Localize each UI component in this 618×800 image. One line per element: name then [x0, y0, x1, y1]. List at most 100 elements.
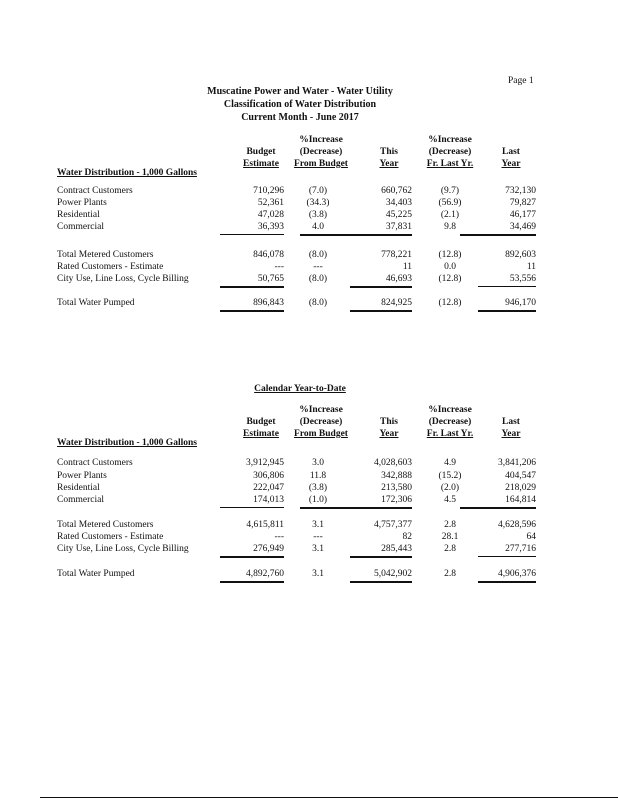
rule-line: [220, 286, 284, 288]
ytd-heading: Calendar Year-to-Date: [254, 384, 346, 394]
last-year-cell: 892,603: [505, 250, 536, 260]
budget-estimate-cell: 222,047: [253, 483, 284, 493]
row-label: Contract Customers: [57, 186, 133, 196]
row-label: Commercial: [57, 222, 104, 232]
pct-from-budget-cell: 4.0: [312, 222, 324, 232]
pct-from-last-year-cell: (12.8): [438, 298, 462, 308]
rule-line: [350, 286, 412, 288]
pct-from-last-year-cell: (9.7): [440, 186, 460, 196]
column-header-last-year: Last: [502, 417, 520, 427]
last-year-cell: 53,556: [509, 274, 536, 284]
last-year-cell: 4,628,596: [498, 520, 536, 530]
column-header-budget: Estimate: [243, 159, 279, 169]
this-year-cell: 342,888: [381, 471, 412, 481]
column-header-budget: Budget: [246, 147, 276, 157]
pct-from-last-year-cell: (12.8): [438, 274, 462, 284]
column-header-last-year: Year: [501, 159, 521, 169]
budget-estimate-cell: 52,361: [257, 198, 284, 208]
row-label: Power Plants: [57, 198, 107, 208]
pct-from-last-year-cell: 2.8: [444, 544, 456, 554]
pct-from-last-year-cell: (12.8): [438, 250, 462, 260]
pct-from-budget-cell: (8.0): [308, 298, 328, 308]
column-header-budget: Estimate: [243, 429, 279, 439]
pct-from-budget-cell: 11.8: [309, 471, 327, 481]
column-header-pct-last: %Increase: [428, 135, 472, 145]
column-header-pct-budget: %Increase: [299, 405, 343, 415]
rule-line: [460, 234, 536, 236]
budget-estimate-cell: 4,892,760: [246, 569, 284, 579]
pct-from-last-year-cell: 28.1: [441, 532, 459, 542]
row-label: Residential: [57, 210, 100, 220]
column-header-pct-last: Fr. Last Yr.: [426, 159, 474, 169]
column-header-pct-budget: (Decrease): [299, 147, 343, 157]
column-header-pct-last: (Decrease): [428, 147, 472, 157]
pct-from-budget-cell: ---: [313, 262, 323, 272]
budget-estimate-cell: 47,028: [257, 210, 284, 220]
last-year-cell: 64: [526, 532, 537, 542]
row-label: Rated Customers - Estimate: [57, 262, 164, 272]
pct-from-budget-cell: (3.8): [308, 210, 328, 220]
column-header-pct-last: Fr. Last Yr.: [426, 429, 474, 439]
last-year-cell: 46,177: [509, 210, 536, 220]
row-label: Total Water Pumped: [57, 569, 135, 579]
row-label: Commercial: [57, 495, 104, 505]
this-year-cell: 824,925: [381, 298, 412, 308]
rule-line: [220, 581, 284, 583]
rule-line: [460, 507, 536, 509]
last-year-cell: 164,814: [505, 495, 536, 505]
column-header-this-year: Year: [379, 159, 399, 169]
page-number: Page 1: [508, 76, 534, 86]
pct-from-last-year-cell: (15.2): [438, 471, 462, 481]
budget-estimate-cell: ---: [274, 532, 285, 542]
this-year-cell: 5,042,902: [374, 569, 412, 579]
last-year-cell: 946,170: [505, 298, 536, 308]
rule-line: [220, 556, 284, 558]
pct-from-last-year-cell: 2.8: [444, 569, 456, 579]
this-year-cell: 45,225: [385, 210, 412, 220]
rule-line: [478, 310, 536, 312]
rule-line: [478, 581, 536, 583]
budget-estimate-cell: 4,615,811: [246, 520, 284, 530]
rule-line: [478, 286, 536, 287]
column-header-last-year: Year: [501, 429, 521, 439]
last-year-cell: 34,469: [509, 222, 536, 232]
pct-from-last-year-cell: 0.0: [444, 262, 456, 272]
rule-line: [220, 234, 284, 235]
row-label: Power Plants: [57, 471, 107, 481]
pct-from-budget-cell: 3.1: [312, 544, 324, 554]
budget-estimate-cell: 276,949: [253, 544, 284, 554]
column-header-pct-budget: (Decrease): [299, 417, 343, 427]
last-year-cell: 732,130: [505, 186, 536, 196]
this-year-cell: 285,443: [381, 544, 412, 554]
pct-from-budget-cell: (7.0): [308, 186, 328, 196]
column-header-pct-last: (Decrease): [428, 417, 472, 427]
rule-line: [300, 234, 412, 236]
column-header-budget: Budget: [246, 417, 276, 427]
page-bottom-edge: [40, 797, 618, 798]
section-label: Water Distribution - 1,000 Gallons: [57, 168, 197, 178]
pct-from-budget-cell: (3.8): [308, 483, 328, 493]
pct-from-budget-cell: (8.0): [308, 274, 328, 284]
row-label: City Use, Line Loss, Cycle Billing: [57, 544, 189, 554]
pct-from-last-year-cell: (56.9): [438, 198, 462, 208]
this-year-cell: 4,028,603: [374, 458, 412, 468]
column-header-pct-budget: %Increase: [299, 135, 343, 145]
pct-from-last-year-cell: (2.1): [440, 210, 460, 220]
pct-from-budget-cell: ---: [313, 532, 323, 542]
budget-estimate-cell: ---: [274, 262, 285, 272]
this-year-cell: 34,403: [385, 198, 412, 208]
last-year-cell: 79,827: [509, 198, 536, 208]
last-year-cell: 218,029: [505, 483, 536, 493]
row-label: Residential: [57, 483, 100, 493]
rule-line: [300, 507, 412, 509]
pct-from-budget-cell: (8.0): [308, 250, 328, 260]
row-label: Rated Customers - Estimate: [57, 532, 164, 542]
pct-from-last-year-cell: 4.5: [444, 495, 456, 505]
column-header-this-year: This: [380, 417, 398, 427]
column-header-this-year: Year: [379, 429, 399, 439]
budget-estimate-cell: 50,765: [257, 274, 284, 284]
this-year-cell: 46,693: [385, 274, 412, 284]
budget-estimate-cell: 3,912,945: [246, 458, 284, 468]
pct-from-budget-cell: 3.1: [312, 569, 324, 579]
column-header-pct-last: %Increase: [428, 405, 472, 415]
